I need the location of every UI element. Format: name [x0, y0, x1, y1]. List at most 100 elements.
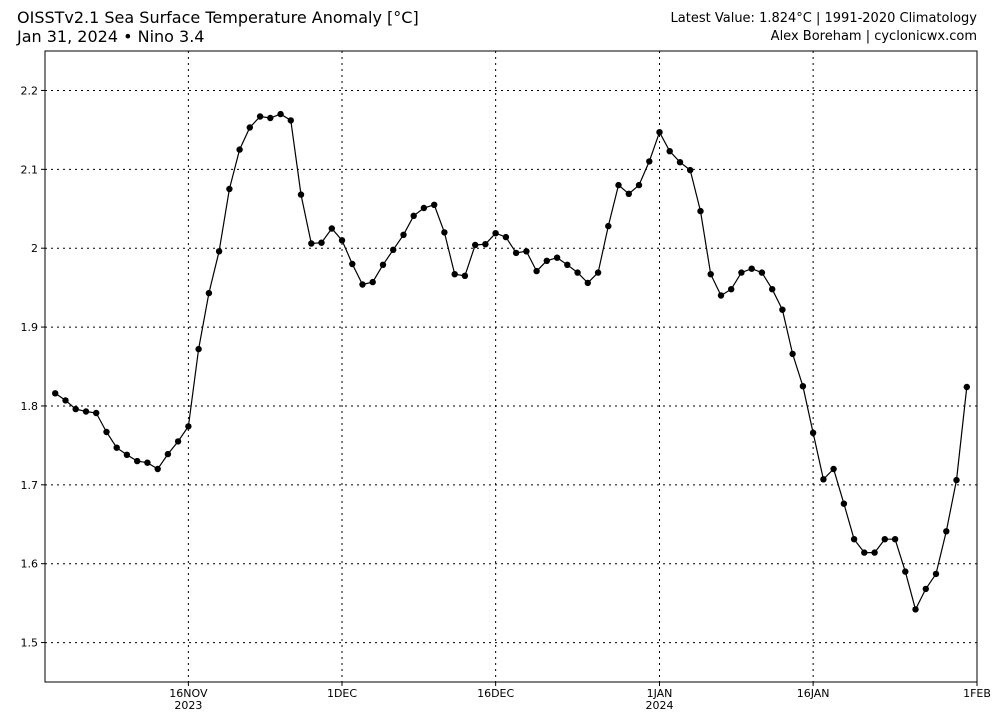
data-point	[912, 606, 919, 613]
data-point	[830, 465, 837, 473]
data-point	[256, 113, 264, 120]
data-point	[134, 457, 141, 465]
data-point	[482, 241, 489, 248]
data-point	[492, 230, 499, 237]
data-point	[840, 500, 848, 507]
y-tick-label: 1.7	[21, 479, 39, 492]
data-point	[441, 229, 448, 236]
data-point	[349, 260, 356, 268]
x-tick-label: 16NOV	[169, 687, 208, 700]
data-point	[52, 390, 59, 397]
data-point	[62, 397, 69, 404]
data-point	[164, 450, 172, 458]
data-point	[318, 239, 325, 246]
data-point	[697, 207, 704, 215]
y-tick-label: 1.5	[21, 637, 39, 650]
y-tick-label: 1.8	[21, 400, 39, 413]
data-point	[328, 225, 335, 232]
data-point	[707, 271, 714, 278]
data-point	[871, 549, 878, 556]
x-tick-label: 16JAN	[797, 687, 830, 700]
data-point	[584, 279, 591, 287]
data-point	[287, 117, 294, 124]
data-point	[308, 240, 315, 247]
data-point	[850, 536, 858, 543]
x-tick-label: 1DEC	[327, 687, 357, 700]
data-point	[769, 286, 776, 293]
data-point	[72, 405, 79, 413]
data-point	[246, 124, 253, 131]
data-point	[93, 409, 100, 417]
data-point	[379, 261, 387, 268]
data-point	[922, 585, 929, 593]
data-point	[123, 451, 131, 458]
latest-value-label: Latest Value: 1.824°C | 1991-2020 Climat…	[670, 11, 977, 26]
data-point	[728, 286, 735, 293]
data-point	[523, 248, 530, 255]
data-point	[390, 246, 397, 253]
data-point	[113, 444, 120, 451]
data-point	[758, 269, 766, 276]
y-tick-label: 1.6	[21, 558, 39, 571]
data-point	[451, 271, 458, 278]
data-point	[154, 465, 161, 473]
data-point	[400, 231, 407, 238]
series-group	[52, 110, 970, 613]
attribution-label: Alex Boreham | cyclonicwx.com	[770, 29, 977, 44]
data-point	[635, 181, 643, 189]
y-tick-label: 1.9	[21, 321, 39, 334]
data-point	[646, 158, 653, 165]
data-point	[215, 248, 223, 255]
data-point	[297, 191, 305, 198]
data-point	[185, 423, 192, 430]
data-point	[963, 383, 970, 391]
data-point	[410, 212, 417, 219]
data-point	[932, 570, 940, 578]
data-point	[359, 281, 366, 288]
data-point	[594, 269, 602, 276]
data-point	[687, 166, 694, 174]
data-point	[789, 350, 796, 358]
chart-title: OISSTv2.1 Sea Surface Temperature Anomal…	[17, 8, 419, 27]
data-point	[82, 408, 90, 415]
data-point	[656, 129, 663, 136]
data-point	[338, 237, 346, 244]
data-point	[615, 181, 622, 189]
data-point	[799, 383, 807, 390]
data-point	[144, 459, 151, 466]
data-point	[676, 159, 684, 166]
data-point	[472, 241, 479, 249]
series-line	[54, 113, 968, 612]
data-point	[738, 269, 745, 276]
x-tick-label: 1JAN	[647, 687, 673, 700]
data-point	[277, 110, 284, 118]
data-point	[195, 345, 202, 353]
data-point	[574, 269, 581, 276]
data-point	[461, 272, 469, 279]
data-point	[943, 528, 950, 535]
x-tick-year-label: 2024	[646, 699, 674, 712]
data-point	[533, 267, 540, 275]
y-tick-label: 2.1	[21, 163, 39, 176]
data-point	[103, 428, 110, 436]
data-point	[553, 254, 561, 261]
x-tick-label: 16DEC	[477, 687, 514, 700]
data-point	[564, 261, 571, 268]
data-point	[625, 190, 632, 197]
data-point	[512, 249, 520, 257]
data-point	[902, 568, 909, 575]
data-point	[502, 233, 510, 241]
data-point	[226, 185, 233, 193]
data-point	[861, 549, 868, 556]
data-point	[174, 438, 182, 445]
x-tick-year-label: 2023	[174, 699, 202, 712]
data-point	[881, 536, 888, 543]
data-point	[953, 476, 960, 484]
data-point	[369, 278, 376, 286]
data-point	[779, 306, 786, 313]
data-point	[748, 265, 755, 272]
x-tick-label: 1FEB	[963, 687, 991, 700]
chart-subtitle: Jan 31, 2024 • Nino 3.4	[17, 27, 205, 46]
